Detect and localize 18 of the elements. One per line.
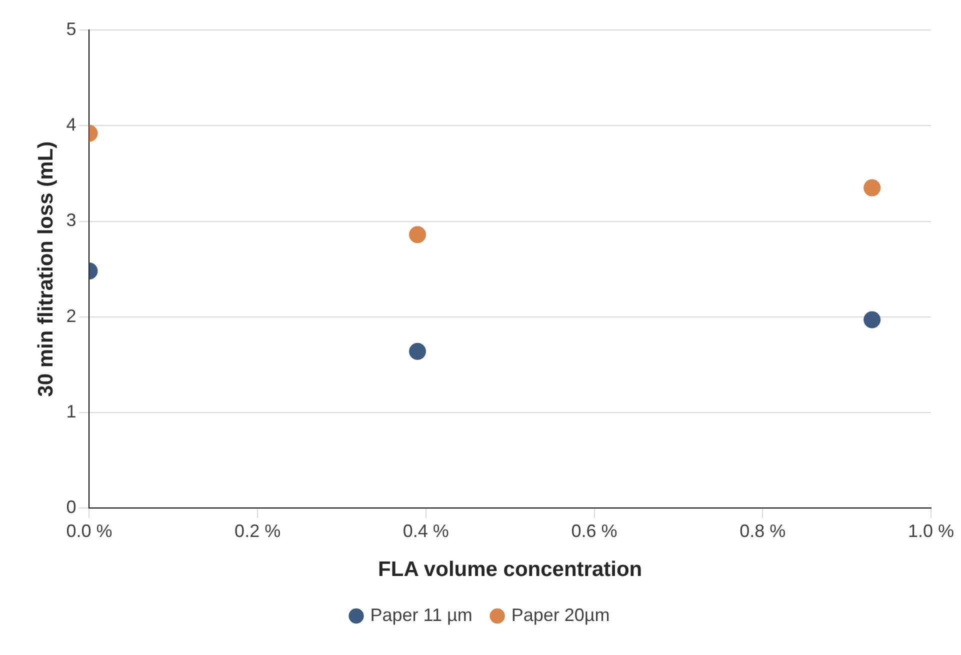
x-tick-label: 0.2 % xyxy=(234,520,281,541)
legend-label: Paper 11 µm xyxy=(370,604,472,625)
point xyxy=(864,311,881,328)
x-tick-label: 0.6 % xyxy=(571,520,618,541)
x-tick-label: 1.0 % xyxy=(908,520,954,541)
y-tick-label: 4 xyxy=(66,114,76,135)
x-tick-label: 0.8 % xyxy=(740,520,786,541)
y-tick-label: 0 xyxy=(66,497,76,518)
x-axis-title: FLA volume concentration xyxy=(378,558,642,582)
y-tick-label: 2 xyxy=(66,306,76,326)
y-tick-label: 5 xyxy=(66,18,76,39)
point xyxy=(864,179,881,196)
y-axis-title: 30 min flitration loss (mL) xyxy=(34,141,58,397)
x-tick-label: 0.0 % xyxy=(66,520,112,541)
y-tick-label: 3 xyxy=(66,210,76,230)
x-tick-label: 0.4 % xyxy=(402,520,449,541)
legend-label: Paper 20µm xyxy=(511,604,610,625)
y-tick-label: 1 xyxy=(66,402,76,422)
